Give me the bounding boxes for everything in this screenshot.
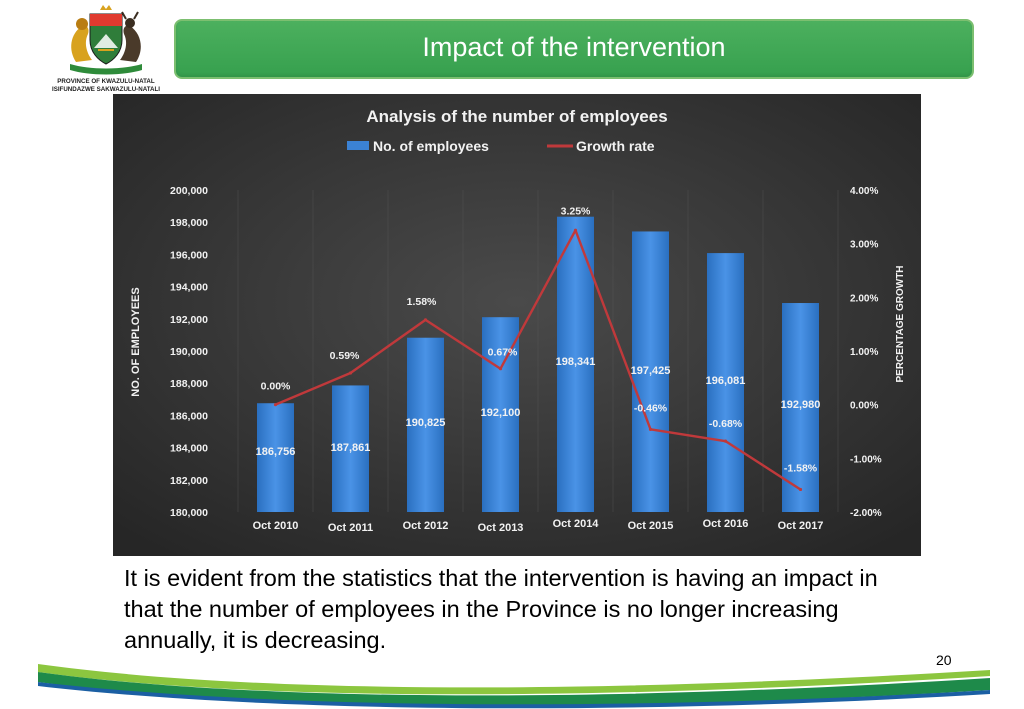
x-tick-label: Oct 2012 <box>403 520 449 532</box>
y-axis-title: NO. OF EMPLOYEES <box>130 287 142 396</box>
y-tick-label: 190,000 <box>170 346 208 358</box>
bar-value-label: 192,980 <box>781 399 821 411</box>
bar <box>407 337 444 512</box>
legend: No. of employees Growth rate <box>347 138 655 154</box>
x-tick-label: Oct 2010 <box>253 520 299 532</box>
legend-bar-label: No. of employees <box>373 138 489 154</box>
y2-tick-label: 0.00% <box>850 401 878 412</box>
logo-line-2: ISIFUNDAZWE SAKWAZULU-NATALI <box>51 86 161 93</box>
growth-line <box>273 228 803 492</box>
x-tick-label: Oct 2016 <box>703 518 749 530</box>
x-tick-label: Oct 2014 <box>553 518 600 530</box>
y2-tick-label: -1.00% <box>850 454 882 465</box>
growth-value-label: 0.67% <box>488 347 518 359</box>
y2-tick-label: 4.00% <box>850 186 878 197</box>
growth-point <box>573 228 578 232</box>
bar-value-label: 190,825 <box>406 417 446 429</box>
growth-point <box>648 427 653 431</box>
bar-value-label: 198,341 <box>556 356 596 368</box>
y-tick-label: 200,000 <box>170 185 208 197</box>
y2-tick-label: -2.00% <box>850 508 882 519</box>
y2-tick-label: 1.00% <box>850 347 878 358</box>
axes: 180,000 182,000 184,000 186,000 188,000 190,0… <box>170 185 882 534</box>
y-tick-label: 184,000 <box>170 443 208 455</box>
coat-of-arms-icon <box>70 5 142 75</box>
bar <box>482 317 519 512</box>
bar-value-label: 196,081 <box>706 375 746 387</box>
growth-point <box>498 367 503 371</box>
chart-title: Analysis of the number of employees <box>366 107 667 126</box>
legend-line-label: Growth rate <box>576 138 655 154</box>
growth-point <box>723 439 728 443</box>
bar-value-label: 186,756 <box>256 446 296 458</box>
growth-value-label: 0.59% <box>330 350 360 362</box>
growth-polyline <box>275 229 802 491</box>
province-logo: PROVINCE OF KWAZULU-NATAL ISIFUNDAZWE SA… <box>40 4 172 94</box>
chart-svg: 186,756 187,861 190,825 192,100 198,341 197,4… <box>113 94 921 556</box>
title-banner: Impact of the intervention <box>174 19 974 79</box>
y2-tick-label: 2.00% <box>850 293 878 304</box>
y2-tick-label: 3.00% <box>850 240 878 251</box>
bar-value-label: 197,425 <box>631 365 671 377</box>
bar <box>257 403 294 512</box>
bar <box>632 231 669 512</box>
page-number: 20 <box>936 652 952 668</box>
employee-chart: 186,756 187,861 190,825 192,100 198,341 197,4… <box>113 94 921 556</box>
logo-line-1: PROVINCE OF KWAZULU-NATAL <box>57 78 155 85</box>
data-labels: 186,756 187,861 190,825 192,100 198,341 197,4… <box>256 205 821 474</box>
y-tick-label: 198,000 <box>170 217 208 229</box>
x-tick-label: Oct 2015 <box>628 520 674 532</box>
y-tick-label: 196,000 <box>170 249 208 261</box>
y-tick-label: 194,000 <box>170 282 208 294</box>
growth-point <box>798 487 803 492</box>
growth-value-label: 1.58% <box>407 296 437 308</box>
x-tick-label: Oct 2011 <box>328 522 373 534</box>
bar-value-label: 187,861 <box>331 442 371 454</box>
y2-axis-title: PERCENTAGE GROWTH <box>895 265 906 382</box>
y-tick-label: 182,000 <box>170 475 208 487</box>
grid-lines <box>237 190 839 512</box>
bar <box>707 253 744 513</box>
y-tick-label: 180,000 <box>170 507 208 519</box>
growth-value-label: -0.46% <box>634 402 668 414</box>
y-tick-label: 192,000 <box>170 314 208 326</box>
growth-point <box>423 318 428 322</box>
x-tick-label: Oct 2017 <box>778 520 824 532</box>
y-tick-label: 188,000 <box>170 378 208 390</box>
growth-point <box>348 371 353 375</box>
bar-value-label: 192,100 <box>481 407 521 419</box>
growth-value-label: 3.25% <box>561 205 591 217</box>
footer-swoosh <box>38 664 990 709</box>
y-tick-label: 186,000 <box>170 410 208 422</box>
growth-point <box>273 403 278 407</box>
legend-bar-swatch <box>347 141 369 150</box>
bar <box>332 385 369 512</box>
slide-title: Impact of the intervention <box>422 32 726 62</box>
x-tick-label: Oct 2013 <box>478 522 524 534</box>
body-paragraph: It is evident from the statistics that t… <box>124 565 878 653</box>
growth-value-label: -0.68% <box>709 418 743 430</box>
bar <box>782 303 819 512</box>
growth-value-label: -1.58% <box>784 462 818 474</box>
growth-value-label: 0.00% <box>261 381 291 393</box>
